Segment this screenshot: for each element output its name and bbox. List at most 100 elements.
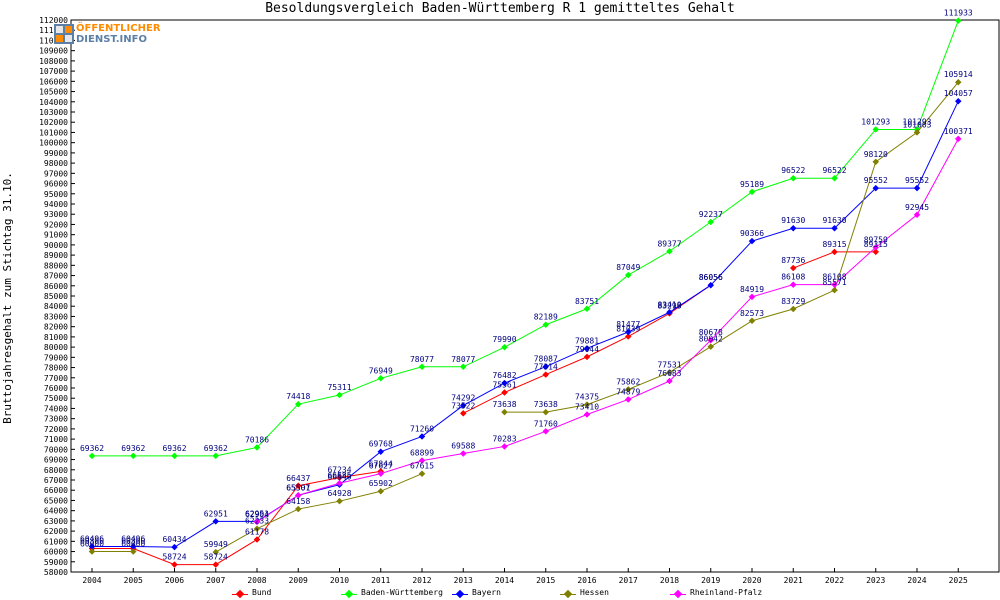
data-point-bayern [748,237,756,245]
data-point-rheinland-pfalz [377,470,385,477]
y-axis-label: Bruttojahresgehalt zum Stichtag 31.10. [1,172,14,424]
y-tick-label: 75000 [44,394,68,403]
series-line-bund [92,470,381,566]
data-point-bayern [624,328,632,336]
data-label-hessen: 59949 [204,540,228,549]
series-line-hessen [504,81,959,413]
y-tick-label: 99000 [44,149,68,158]
data-label-rheinland-pfalz: 66685 [327,471,351,480]
data-label-bayern: 69768 [369,440,393,449]
data-point-rheinland-pfalz [666,377,673,385]
data-point-rheinland-pfalz [294,491,302,499]
data-point-bund [294,482,302,490]
data-label-bayern: 91630 [781,216,805,225]
y-tick-label: 84000 [44,302,68,311]
y-tick-label: 91000 [44,231,68,240]
data-label-rheinland-pfalz: 74879 [616,387,640,396]
data-label-bayern: 83410 [657,300,681,309]
data-point-hessen [129,548,137,555]
data-point-rheinland-pfalz [872,243,880,251]
chart-legend: Bund Baden-Württemberg Bayern Hessen Rheinla… [0,588,1000,600]
y-tick-label: 81000 [44,333,68,342]
data-point-hessen [501,408,508,416]
data-point-rheinland-pfalz [624,396,632,403]
oeffentlicher-dienst-logo: ÖFFENTLICHER DIENST.INFO [54,21,161,47]
x-tick-label: 2007 [206,576,225,585]
y-tick-label: 104000 [39,98,68,107]
y-tick-label: 68000 [44,466,68,475]
data-label-bayern: 81477 [616,320,640,329]
data-point-baden-w-rttemberg [336,391,343,399]
data-point-bund [624,333,632,340]
y-tick-label: 63000 [44,517,68,526]
data-label-bund: 60300 [121,536,145,545]
y-tick-label: 82000 [44,323,68,332]
data-label-bayern: 95552 [864,176,888,185]
data-point-bayern [789,224,797,232]
x-tick-label: 2008 [247,576,266,585]
x-tick-label: 2011 [371,576,390,585]
data-label-bayern: 91630 [822,216,846,225]
data-point-hessen [253,525,261,533]
data-point-rheinland-pfalz [542,427,550,435]
data-point-hessen [624,386,632,393]
data-point-baden-w-rttemberg [954,17,962,25]
data-label-rheinland-pfalz: 68899 [410,449,434,458]
data-point-rheinland-pfalz [459,450,467,457]
x-tick-label: 2023 [866,576,885,585]
series-line-baden-w-rttemberg [92,20,959,457]
data-point-rheinland-pfalz [707,336,715,344]
x-tick-label: 2009 [289,576,308,585]
data-label-rheinland-pfalz: 67627 [369,462,393,471]
x-tick-label: 2025 [949,576,968,585]
data-label-rheinland-pfalz: 86108 [781,273,805,282]
data-point-bayern [872,184,880,192]
data-point-baden-w-rttemberg [666,247,673,255]
data-point-rheinland-pfalz [789,281,797,289]
data-label-bund: 58724 [162,553,186,562]
legend-marker-icon [455,589,465,599]
legend-marker-icon [563,589,573,599]
y-tick-label: 93000 [44,210,68,219]
data-point-rheinland-pfalz [831,281,838,289]
data-label-bund: 75561 [492,380,516,389]
data-point-rheinland-pfalz [583,411,591,418]
data-point-baden-w-rttemberg [418,363,426,371]
series-layer [88,17,962,568]
y-tick-label: 87000 [44,272,68,281]
x-tick-label: 2006 [165,576,184,585]
data-label-baden-w-rttemberg: 96522 [822,166,846,175]
data-label-rheinland-pfalz: 65507 [286,483,310,492]
data-point-bayern [171,543,178,551]
y-tick-label: 102000 [39,118,68,127]
data-point-bayern [707,281,715,289]
y-tick-label: 70000 [44,445,68,454]
data-point-rheinland-pfalz [336,479,343,487]
data-point-baden-w-rttemberg [583,305,591,313]
y-tick-label: 61000 [44,537,68,546]
data-label-baden-w-rttemberg: 74418 [286,392,310,401]
data-label-baden-w-rttemberg: 82189 [534,313,558,322]
data-label-bayern: 104057 [944,89,973,98]
y-tick-label: 111000 [39,26,68,35]
data-point-bund [459,409,467,417]
y-tick-label: 96000 [44,180,68,189]
series-line-rheinland-pfalz [256,138,959,523]
data-label-hessen: 85571 [822,278,846,287]
data-point-bayern [459,402,467,409]
y-tick-label: 72000 [44,425,68,434]
y-tick-label: 71000 [44,435,68,444]
y-tick-label: 108000 [39,57,68,66]
x-tick-label: 2017 [619,576,638,585]
data-label-hessen: 82573 [740,309,764,318]
y-tick-label: 74000 [44,404,68,413]
y-tick-label: 88000 [44,261,68,270]
data-label-bund: 67844 [369,459,393,468]
x-tick-label: 2004 [82,576,101,585]
data-point-bayern [954,97,962,105]
y-tick-label: 66000 [44,486,68,495]
data-point-baden-w-rttemberg [253,444,261,451]
y-tick-label: 105000 [39,88,68,97]
data-label-hessen: 101003 [903,120,932,129]
